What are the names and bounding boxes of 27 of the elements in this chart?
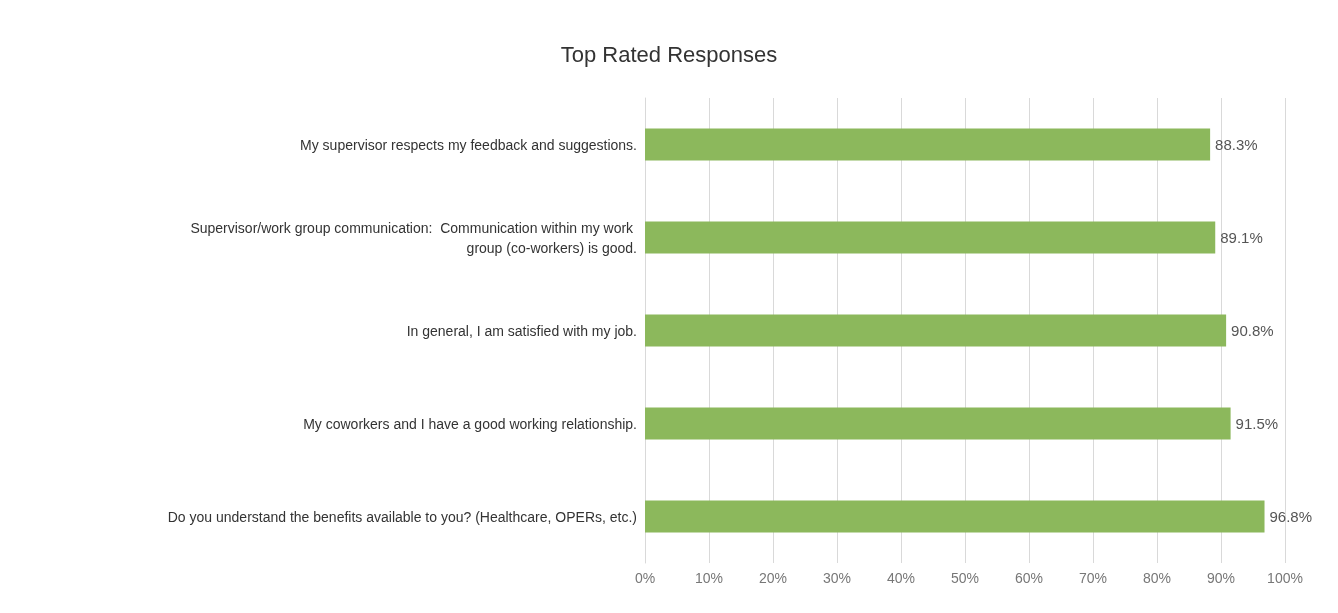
bar <box>645 314 1227 347</box>
bar <box>645 128 1211 161</box>
bar <box>645 500 1265 533</box>
bar <box>645 221 1216 254</box>
y-tick-label: My coworkers and I have a good working relationship. <box>303 415 637 432</box>
x-tick-label: 20% <box>758 570 788 586</box>
x-tick-label: 100% <box>1267 570 1303 586</box>
x-tick-label: 80% <box>1142 570 1172 586</box>
data-label: 91.5% <box>1235 415 1279 432</box>
y-tick-label: Do you understand the benefits available to you? (Healthcare, OPERs, etc.) <box>167 508 637 525</box>
x-tick-label: 60% <box>1014 570 1044 586</box>
chart-title: Top Rated Responses <box>560 41 778 67</box>
x-tick-label: 40% <box>886 570 916 586</box>
data-label: 88.3% <box>1215 136 1258 153</box>
data-label: 90.8% <box>1231 322 1274 339</box>
x-tick-label: 70% <box>1078 570 1108 586</box>
y-tick-label: In general, I am satisfied with my job. <box>406 322 637 339</box>
x-tick-label: 0% <box>634 570 656 586</box>
y-tick-label: My supervisor respects my feedback and suggestions. <box>300 136 637 153</box>
x-tick-label: 10% <box>694 570 724 586</box>
data-label: 89.1% <box>1220 229 1263 246</box>
data-label: 96.8% <box>1269 508 1313 525</box>
x-tick-label: 30% <box>822 570 852 586</box>
bar <box>645 407 1231 440</box>
y-tick-label: Supervisor/work group communication: Communication within my work group (co-workers) is good. <box>190 219 637 256</box>
x-tick-label: 50% <box>950 570 980 586</box>
x-tick-label: 90% <box>1206 570 1236 586</box>
